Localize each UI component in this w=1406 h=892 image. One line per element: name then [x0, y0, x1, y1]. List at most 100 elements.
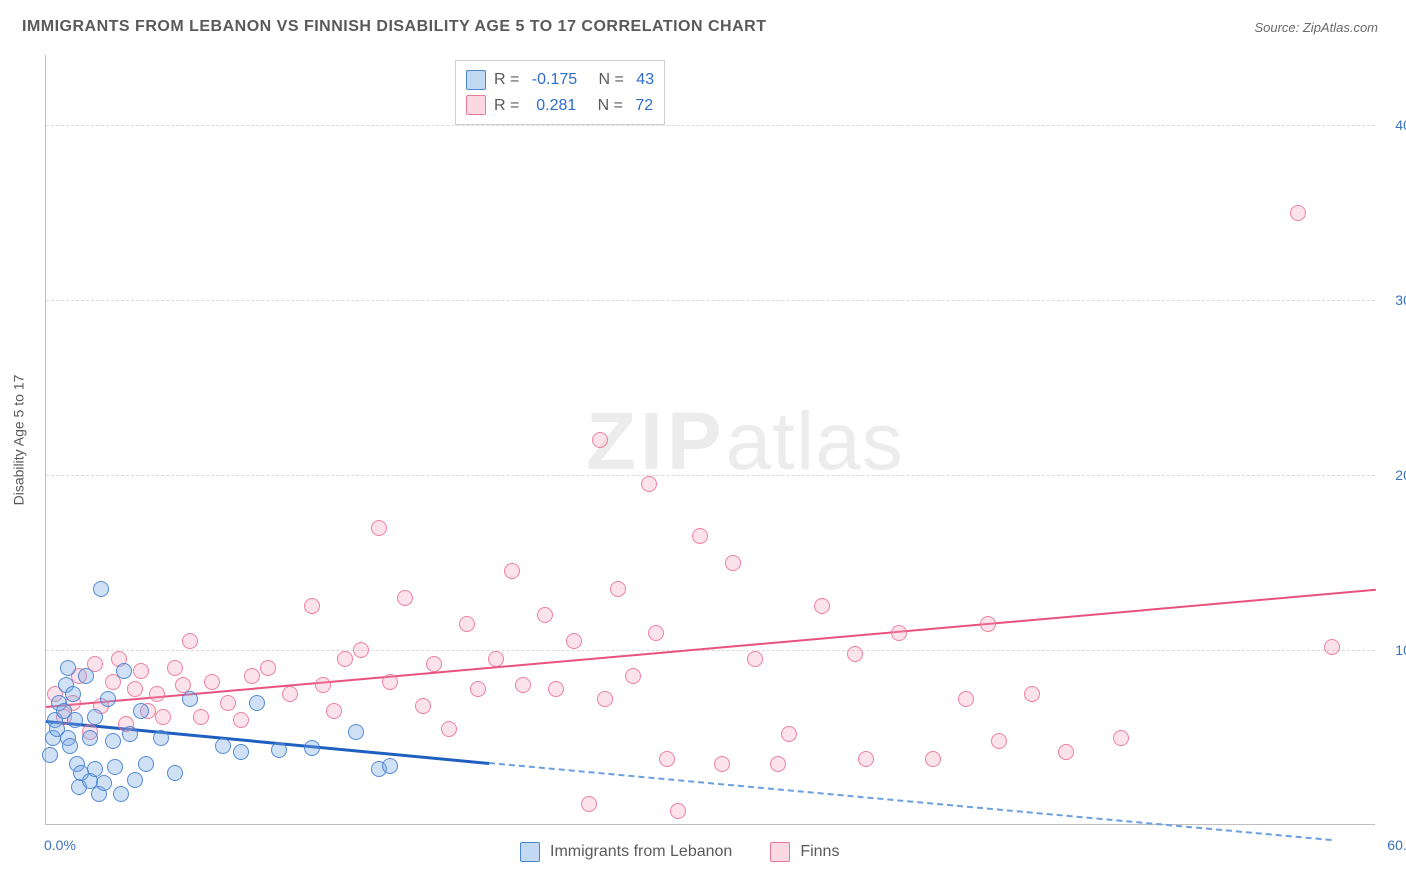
data-point-pink — [155, 709, 171, 725]
data-point-pink — [382, 674, 398, 690]
y-axis-label-wrap: Disability Age 5 to 17 — [8, 55, 28, 825]
data-point-pink — [220, 695, 236, 711]
n-value: 43 — [636, 67, 654, 93]
r-label: R = — [494, 67, 524, 93]
data-point-blue — [133, 703, 149, 719]
legend-swatch — [466, 95, 486, 115]
data-point-pink — [566, 633, 582, 649]
data-point-pink — [182, 633, 198, 649]
data-point-blue — [116, 663, 132, 679]
data-point-pink — [459, 616, 475, 632]
data-point-pink — [781, 726, 797, 742]
data-point-pink — [925, 751, 941, 767]
data-point-pink — [581, 796, 597, 812]
y-axis-label: Disability Age 5 to 17 — [10, 375, 26, 506]
data-point-pink — [1290, 205, 1306, 221]
r-value: 0.281 — [532, 93, 576, 119]
data-point-pink — [371, 520, 387, 536]
legend-swatch — [770, 842, 790, 862]
data-point-pink — [426, 656, 442, 672]
data-point-blue — [65, 686, 81, 702]
data-point-blue — [304, 740, 320, 756]
data-point-pink — [488, 651, 504, 667]
data-point-pink — [659, 751, 675, 767]
data-point-pink — [233, 712, 249, 728]
data-point-blue — [348, 724, 364, 740]
data-point-blue — [153, 730, 169, 746]
legend-label: Immigrants from Lebanon — [550, 843, 732, 861]
xtick-label-min: 0.0% — [44, 837, 76, 853]
data-point-blue — [82, 730, 98, 746]
data-point-pink — [1324, 639, 1340, 655]
gridline-h — [46, 125, 1375, 126]
chart-title: IMMIGRANTS FROM LEBANON VS FINNISH DISAB… — [22, 18, 767, 36]
data-point-blue — [78, 668, 94, 684]
data-point-pink — [597, 691, 613, 707]
data-point-pink — [167, 660, 183, 676]
data-point-blue — [96, 775, 112, 791]
r-label: R = — [494, 93, 524, 119]
data-point-pink — [1024, 686, 1040, 702]
data-point-pink — [980, 616, 996, 632]
ytick-label: 10.0% — [1380, 642, 1406, 658]
trend-line — [489, 762, 1332, 841]
data-point-blue — [67, 712, 83, 728]
data-point-pink — [847, 646, 863, 662]
data-point-pink — [692, 528, 708, 544]
ytick-label: 20.0% — [1380, 467, 1406, 483]
data-point-pink — [133, 663, 149, 679]
data-point-pink — [625, 668, 641, 684]
data-point-blue — [182, 691, 198, 707]
data-point-blue — [105, 733, 121, 749]
stats-row: R = -0.175 N = 43 — [466, 67, 654, 93]
gridline-h — [46, 300, 1375, 301]
gridline-h — [46, 475, 1375, 476]
data-point-pink — [337, 651, 353, 667]
data-point-pink — [548, 681, 564, 697]
data-point-blue — [167, 765, 183, 781]
data-point-pink — [304, 598, 320, 614]
ytick-label: 40.0% — [1380, 117, 1406, 133]
data-point-pink — [958, 691, 974, 707]
n-label: N = — [585, 67, 628, 93]
data-point-blue — [60, 660, 76, 676]
data-point-pink — [770, 756, 786, 772]
data-point-pink — [204, 674, 220, 690]
data-point-blue — [113, 786, 129, 802]
data-point-blue — [42, 747, 58, 763]
stats-row: R = 0.281 N = 72 — [466, 93, 654, 119]
stats-legend-box: R = -0.175 N = 43R = 0.281 N = 72 — [455, 60, 665, 125]
data-point-pink — [127, 681, 143, 697]
data-point-pink — [326, 703, 342, 719]
data-point-pink — [515, 677, 531, 693]
legend-swatch — [466, 70, 486, 90]
data-point-pink — [1113, 730, 1129, 746]
data-point-blue — [271, 742, 287, 758]
data-point-pink — [315, 677, 331, 693]
data-point-pink — [858, 751, 874, 767]
data-point-pink — [747, 651, 763, 667]
data-point-pink — [714, 756, 730, 772]
data-point-blue — [249, 695, 265, 711]
data-point-pink — [814, 598, 830, 614]
r-value: -0.175 — [532, 67, 577, 93]
data-point-blue — [107, 759, 123, 775]
data-point-blue — [127, 772, 143, 788]
data-point-pink — [504, 563, 520, 579]
data-point-pink — [260, 660, 276, 676]
data-point-pink — [1058, 744, 1074, 760]
data-point-pink — [149, 686, 165, 702]
n-value: 72 — [635, 93, 653, 119]
data-point-pink — [610, 581, 626, 597]
data-point-blue — [93, 581, 109, 597]
data-point-pink — [397, 590, 413, 606]
data-point-pink — [441, 721, 457, 737]
data-point-blue — [382, 758, 398, 774]
data-point-blue — [122, 726, 138, 742]
gridline-h — [46, 650, 1375, 651]
n-label: N = — [584, 93, 627, 119]
data-point-blue — [100, 691, 116, 707]
legend-label: Finns — [800, 843, 839, 861]
data-point-blue — [62, 738, 78, 754]
data-point-pink — [991, 733, 1007, 749]
